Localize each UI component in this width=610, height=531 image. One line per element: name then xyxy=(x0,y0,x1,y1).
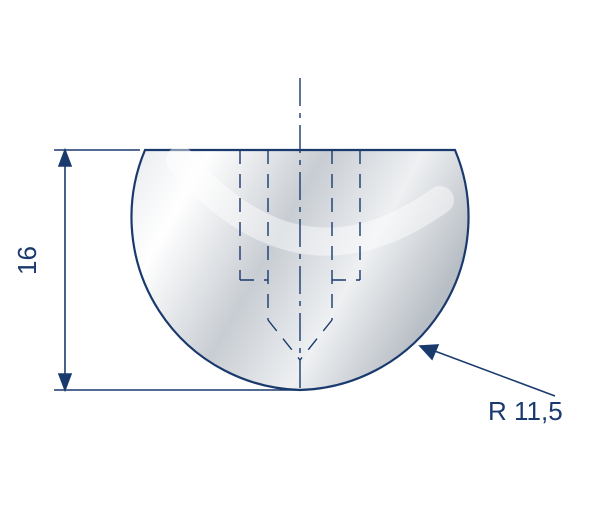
technical-drawing xyxy=(0,0,610,531)
height-dimension xyxy=(59,150,71,390)
height-dimension-label: 16 xyxy=(12,246,43,275)
radius-callout-label: R 11,5 xyxy=(488,396,563,427)
radius-leader xyxy=(420,345,555,396)
